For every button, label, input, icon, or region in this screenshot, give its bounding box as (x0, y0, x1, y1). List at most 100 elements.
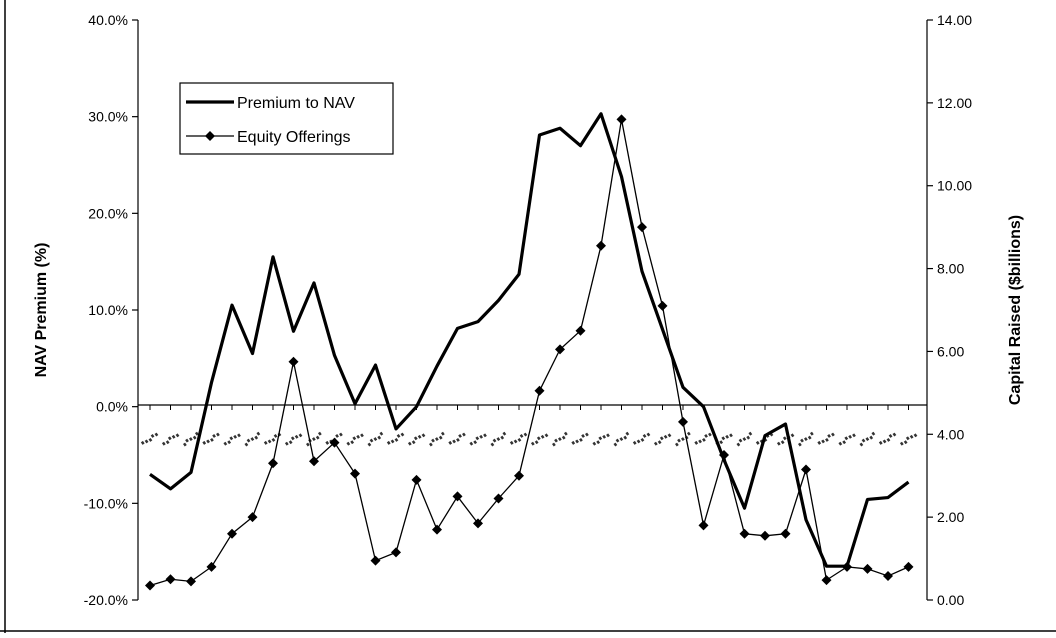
illegible-glyph (394, 437, 399, 442)
illegible-glyph (865, 437, 870, 442)
x-tick-label-illegible (653, 433, 672, 446)
right-tick-label: 8.00 (937, 261, 964, 277)
illegible-glyph (356, 434, 361, 439)
x-tick-label-illegible (202, 432, 220, 445)
x-tick-label-illegible (798, 431, 814, 447)
illegible-glyph (417, 434, 422, 439)
illegible-glyph (290, 436, 295, 441)
x-tick-label-illegible (838, 433, 856, 446)
illegible-glyph (842, 440, 847, 445)
illegible-glyph (496, 437, 501, 442)
illegible-glyph (748, 431, 753, 436)
illegible-glyph (698, 439, 702, 444)
illegible-glyph (369, 438, 374, 443)
illegible-glyph (831, 432, 835, 437)
right-tick-label: 2.00 (937, 509, 964, 525)
illegible-glyph (194, 431, 199, 436)
illegible-glyph (183, 442, 187, 447)
equity-offerings-point (370, 555, 381, 566)
left-tick-label: 0.0% (96, 399, 128, 415)
illegible-glyph (729, 433, 733, 438)
illegible-glyph (636, 439, 641, 444)
illegible-glyph (373, 437, 378, 442)
illegible-glyph (640, 437, 645, 442)
illegible-glyph (878, 440, 883, 445)
illegible-glyph (475, 436, 480, 441)
left-tick-label: -10.0% (84, 495, 128, 511)
illegible-glyph (800, 438, 804, 443)
left-tick-label: 40.0% (88, 12, 128, 28)
equity-offerings-point (309, 456, 319, 467)
legend-offerings-label: Equity Offerings (237, 129, 351, 146)
x-tick-label-illegible (469, 433, 487, 446)
illegible-glyph (216, 432, 220, 437)
illegible-glyph (473, 440, 478, 445)
illegible-glyph (746, 435, 751, 440)
illegible-glyph (390, 439, 395, 444)
illegible-glyph (421, 433, 426, 438)
equity-offerings-point (165, 574, 176, 585)
illegible-glyph (886, 437, 891, 442)
illegible-glyph (871, 431, 876, 436)
illegible-glyph (899, 441, 904, 446)
legend: Premium to NAV Equity Offerings (179, 82, 394, 155)
x-tick-label-illegible (429, 431, 445, 447)
illegible-glyph (144, 439, 149, 444)
x-tick-label-illegible (736, 431, 753, 447)
equity-offerings-point (534, 385, 545, 396)
x-tick-label-illegible (509, 432, 528, 445)
illegible-glyph (827, 434, 831, 438)
illegible-glyph (246, 438, 251, 443)
illegible-glyph (140, 440, 145, 445)
x-tick-label-illegible (407, 433, 426, 446)
illegible-glyph (396, 434, 401, 438)
illegible-glyph (350, 440, 355, 445)
equity-offerings-point (637, 222, 647, 233)
illegible-glyph (653, 441, 658, 446)
illegible-glyph (557, 437, 562, 442)
illegible-glyph (742, 437, 747, 442)
illegible-glyph (575, 439, 579, 444)
illegible-glyph (848, 434, 853, 439)
x-axis-labels-illegible (140, 405, 918, 447)
illegible-glyph (273, 434, 278, 438)
illegible-glyph (456, 437, 460, 442)
illegible-glyph (448, 440, 453, 445)
illegible-glyph (438, 435, 443, 440)
illegible-glyph (844, 436, 849, 441)
illegible-glyph (725, 434, 730, 439)
left-axis-ticks: 40.0% 30.0% 20.0% 10.0% 0.0% -10.0% -20.0% (84, 12, 138, 608)
x-tick-label-illegible (592, 433, 610, 446)
equity-offerings-point (432, 524, 442, 535)
illegible-glyph (606, 433, 610, 438)
illegible-glyph (694, 440, 699, 445)
illegible-glyph (719, 440, 724, 445)
illegible-glyph (615, 438, 620, 443)
illegible-glyph (452, 439, 456, 444)
equity-offerings-point (411, 474, 422, 485)
illegible-glyph (869, 435, 874, 440)
x-tick-label-illegible (632, 432, 651, 445)
x-tick-label-illegible (613, 431, 630, 447)
equity-offerings-point (842, 561, 852, 572)
illegible-glyph (429, 442, 433, 447)
illegible-glyph (755, 440, 760, 445)
illegible-glyph (554, 438, 558, 443)
x-tick-label-illegible (367, 431, 384, 447)
x-tick-label-illegible (183, 431, 199, 447)
right-tick-label: 14.00 (937, 12, 972, 28)
x-tick-label-illegible (675, 431, 691, 447)
illegible-glyph (540, 434, 545, 439)
illegible-glyph (386, 440, 391, 445)
illegible-glyph (229, 436, 234, 441)
illegible-glyph (534, 440, 539, 445)
equity-offerings-point (698, 520, 709, 531)
illegible-glyph (352, 436, 357, 441)
equity-offerings-point (206, 561, 217, 572)
illegible-glyph (284, 441, 289, 446)
x-tick-label-illegible (346, 433, 364, 446)
illegible-glyph (708, 432, 712, 437)
illegible-glyph (377, 435, 382, 440)
x-tick-label-illegible (386, 432, 405, 445)
x-tick-label-illegible (161, 433, 180, 446)
